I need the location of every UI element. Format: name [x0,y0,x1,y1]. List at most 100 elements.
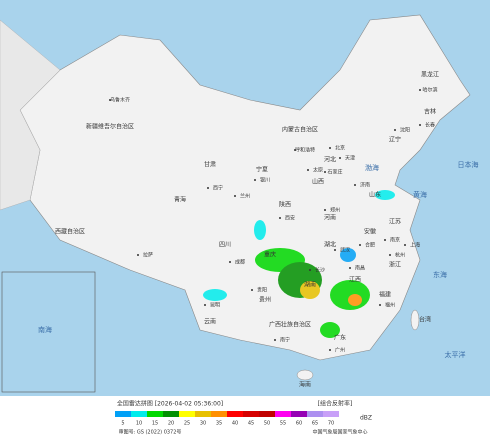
city-label: 太原 [313,167,323,174]
city-marker [207,187,209,189]
region-label: 广西壮族自治区 [269,321,311,329]
region-label: 辽宁 [389,136,401,144]
city-marker [379,304,381,306]
city-label: 石家庄 [327,169,342,176]
region-label: 新疆维吾尔自治区 [86,123,134,131]
city-marker [279,217,281,219]
region-label: 湖南 [304,281,316,289]
city-label: 拉萨 [143,252,153,259]
city-marker [359,244,361,246]
city-marker [204,304,206,306]
taiwan-island [410,309,420,331]
city-marker [324,209,326,211]
region-label: 广东 [334,334,346,342]
legend-swatch [307,411,323,417]
city-marker [394,129,396,131]
city-label: 郑州 [330,207,340,214]
city-label: 银川 [260,177,270,184]
legend-swatch [163,411,179,417]
legend-swatch [227,411,243,417]
legend-swatch [179,411,195,417]
region-label: 西藏自治区 [55,228,85,236]
region-label: 黑龙江 [421,71,439,79]
city-marker [339,157,341,159]
city-marker [229,261,231,263]
city-label: 武汉 [340,247,350,254]
legend-value: 60 [296,421,302,427]
region-label: 浙江 [389,261,401,269]
legend-value: 40 [232,421,238,427]
city-marker [329,147,331,149]
city-label: 杭州 [395,252,405,259]
city-label: 广州 [335,347,345,354]
city-marker [419,124,421,126]
legend-value: 10 [136,421,142,427]
region-label: 安徽 [364,228,376,236]
region-label: 河南 [324,214,336,222]
region-label: 台湾 [419,316,431,324]
legend-value: 70 [328,421,334,427]
city-marker [384,239,386,241]
city-label: 乌鲁木齐 [110,97,130,104]
legend-swatch [131,411,147,417]
city-marker [404,244,406,246]
legend-unit: dBZ [360,415,372,422]
region-label: 青海 [174,196,186,204]
city-label: 哈尔滨 [422,87,437,94]
city-marker [309,269,311,271]
neighbor-land [0,19,61,211]
city-label: 南京 [390,237,400,244]
city-label: 昆明 [210,303,220,309]
city-label: 福州 [385,302,395,309]
city-marker [329,349,331,351]
legend-swatch [323,411,339,417]
region-label: 重庆 [264,251,276,259]
city-marker [349,267,351,269]
sea-label: 东海 [433,270,447,279]
city-label: 长沙 [315,267,325,274]
legend-swatch [243,411,259,417]
legend-value: 50 [264,421,270,427]
south-china-sea-inset [1,271,96,393]
legend-panel [0,396,490,439]
region-label: 江西 [349,277,361,284]
city-label: 天津 [345,155,355,162]
legend-swatch [259,411,275,417]
city-label: 南宁 [280,337,290,344]
city-marker [274,339,276,341]
approval-number: 审图号: GS (2022) 0372号 [119,429,182,436]
city-label: 兰州 [240,193,250,200]
legend-value: 65 [312,421,318,427]
region-label: 宁夏 [256,166,268,174]
legend-value: 15 [152,421,158,427]
sea-label: 日本海 [458,160,479,169]
sea-label: 太平洋 [445,350,466,359]
legend-product: [组合反射率] [318,400,353,408]
city-marker [254,179,256,181]
city-label: 北京 [335,145,345,152]
legend-swatch [275,411,291,417]
region-label: 吉林 [424,108,436,116]
city-marker [334,249,336,251]
legend-swatch [147,411,163,417]
sea-label: 南海 [38,325,52,334]
city-label: 西宁 [213,185,223,192]
legend-swatch [195,411,211,417]
region-label: 湖北 [324,241,336,249]
region-label: 山东 [369,191,381,199]
source: 中国气象局国家气象中心 [312,429,367,436]
sea-label: 渤海 [365,163,379,172]
city-label: 成都 [235,259,245,266]
legend-value: 20 [168,421,174,427]
region-label: 福建 [379,291,391,299]
region-label: 云南 [204,318,216,326]
city-marker [389,254,391,256]
sea-label: 黄海 [413,190,427,199]
city-label: 合肥 [365,242,375,249]
region-label: 贵州 [259,296,271,304]
hainan-island [296,369,314,381]
legend-value: 35 [216,421,222,427]
city-label: 济南 [360,182,370,189]
